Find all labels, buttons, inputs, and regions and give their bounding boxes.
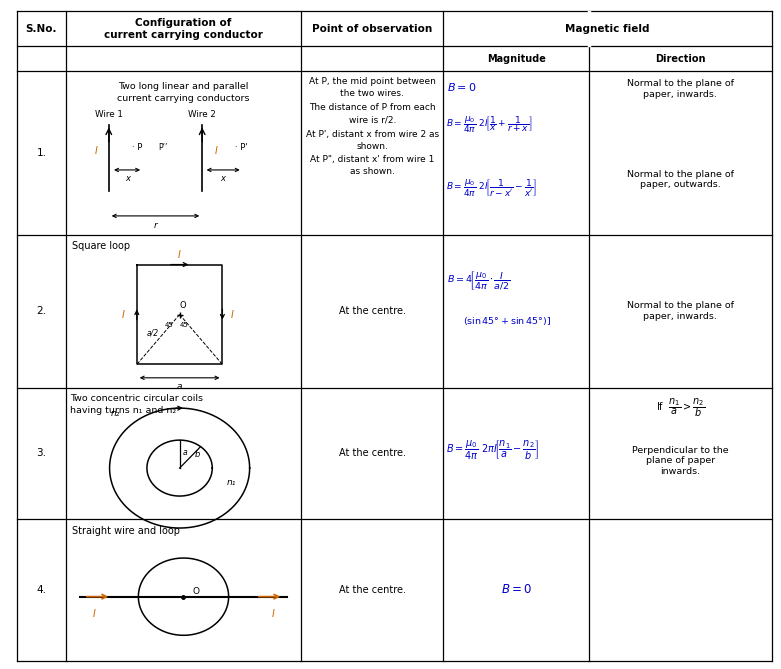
Text: At P', distant x from wire 2 as: At P', distant x from wire 2 as (305, 130, 439, 139)
Text: I: I (215, 147, 218, 157)
Text: S.No.: S.No. (26, 23, 57, 33)
Text: n₁: n₁ (227, 478, 237, 487)
Text: Normal to the plane of
paper, inwards.: Normal to the plane of paper, inwards. (627, 302, 734, 321)
Text: $B = \dfrac{\mu_0}{4\pi}\ 2I\!\left[\dfrac{1}{x}+\dfrac{1}{r+x}\right]$: $B = \dfrac{\mu_0}{4\pi}\ 2I\!\left[\dfr… (446, 114, 533, 135)
Text: Wire 1: Wire 1 (95, 110, 123, 119)
Text: Point of observation: Point of observation (312, 23, 433, 33)
Text: $B = \dfrac{\mu_0}{4\pi}\ 2\pi I\!\left[\dfrac{n_1}{a}-\dfrac{n_2}{b}\right]$: $B = \dfrac{\mu_0}{4\pi}\ 2\pi I\!\left[… (446, 439, 540, 462)
Text: P’’: P’’ (158, 143, 167, 153)
Text: 4.: 4. (37, 585, 46, 595)
Text: I: I (121, 310, 124, 320)
Text: Perpendicular to the
plane of paper
inwards.: Perpendicular to the plane of paper inwa… (632, 446, 729, 476)
Text: n₂: n₂ (111, 409, 120, 418)
Text: Straight wire and loop: Straight wire and loop (72, 526, 180, 536)
Text: At P", distant x' from wire 1: At P", distant x' from wire 1 (310, 155, 434, 165)
Text: a/2: a/2 (146, 328, 159, 338)
Text: a: a (177, 382, 182, 391)
Text: Direction: Direction (655, 54, 706, 64)
Text: O: O (180, 300, 186, 310)
Text: 3.: 3. (37, 448, 46, 458)
Text: I: I (272, 609, 274, 619)
Text: · P: · P (132, 143, 142, 153)
Text: r: r (154, 221, 157, 229)
Text: Normal to the plane of
paper, outwards.: Normal to the plane of paper, outwards. (627, 170, 734, 189)
Text: shown.: shown. (356, 142, 388, 151)
Text: 2.: 2. (37, 306, 46, 316)
Text: x: x (221, 174, 226, 183)
Text: Two long linear and parallel: Two long linear and parallel (118, 82, 248, 91)
Text: Magnetic field: Magnetic field (565, 23, 650, 33)
Text: At P, the mid point between: At P, the mid point between (308, 77, 436, 86)
Text: having turns n₁ and n₂: having turns n₁ and n₂ (70, 407, 177, 415)
Text: 45: 45 (180, 322, 189, 328)
Text: I: I (95, 147, 98, 157)
Text: I: I (178, 250, 181, 260)
Text: a: a (183, 448, 187, 457)
Text: Square loop: Square loop (72, 242, 130, 252)
Text: At the centre.: At the centre. (339, 448, 405, 458)
Text: I: I (231, 310, 234, 320)
Text: Wire 2: Wire 2 (188, 110, 216, 119)
Text: current carrying conductors: current carrying conductors (117, 94, 250, 103)
Text: wire is r/2.: wire is r/2. (348, 115, 396, 124)
Text: Two concentric circular coils: Two concentric circular coils (70, 395, 203, 403)
Text: $B = \dfrac{\mu_0}{4\pi}\ 2I\!\left[\dfrac{1}{r-x^{\prime}}-\dfrac{1}{x^{\prime}: $B = \dfrac{\mu_0}{4\pi}\ 2I\!\left[\dfr… (446, 177, 537, 197)
Text: $B = 4\!\left[\dfrac{\mu_0}{4\pi}\cdot\dfrac{I}{a/2}\right.$: $B = 4\!\left[\dfrac{\mu_0}{4\pi}\cdot\d… (448, 270, 511, 292)
Text: $B = 0$: $B = 0$ (501, 583, 532, 597)
Text: Configuration of
current carrying conductor: Configuration of current carrying conduc… (104, 18, 263, 39)
Text: $B = 0$: $B = 0$ (448, 82, 477, 94)
Text: The distance of P from each: The distance of P from each (309, 103, 436, 112)
Text: 1.: 1. (37, 148, 46, 158)
Text: b: b (195, 450, 201, 458)
Text: At the centre.: At the centre. (339, 585, 405, 595)
Text: $\left.(\sin 45°+\sin 45°)\right]$: $\left.(\sin 45°+\sin 45°)\right]$ (463, 315, 551, 327)
Text: x: x (125, 174, 130, 183)
Text: · P': · P' (235, 143, 248, 153)
Text: At the centre.: At the centre. (339, 306, 405, 316)
Text: as shown.: as shown. (350, 167, 394, 176)
Text: If $\ \dfrac{n_1}{a} > \dfrac{n_2}{b}$: If $\ \dfrac{n_1}{a} > \dfrac{n_2}{b}$ (656, 396, 705, 419)
Text: the two wires.: the two wires. (341, 89, 404, 98)
Text: 45: 45 (164, 322, 173, 328)
Text: O: O (192, 587, 199, 596)
Text: I: I (93, 609, 95, 619)
Text: Magnitude: Magnitude (487, 54, 546, 64)
Text: Normal to the plane of
paper, inwards.: Normal to the plane of paper, inwards. (627, 80, 734, 99)
